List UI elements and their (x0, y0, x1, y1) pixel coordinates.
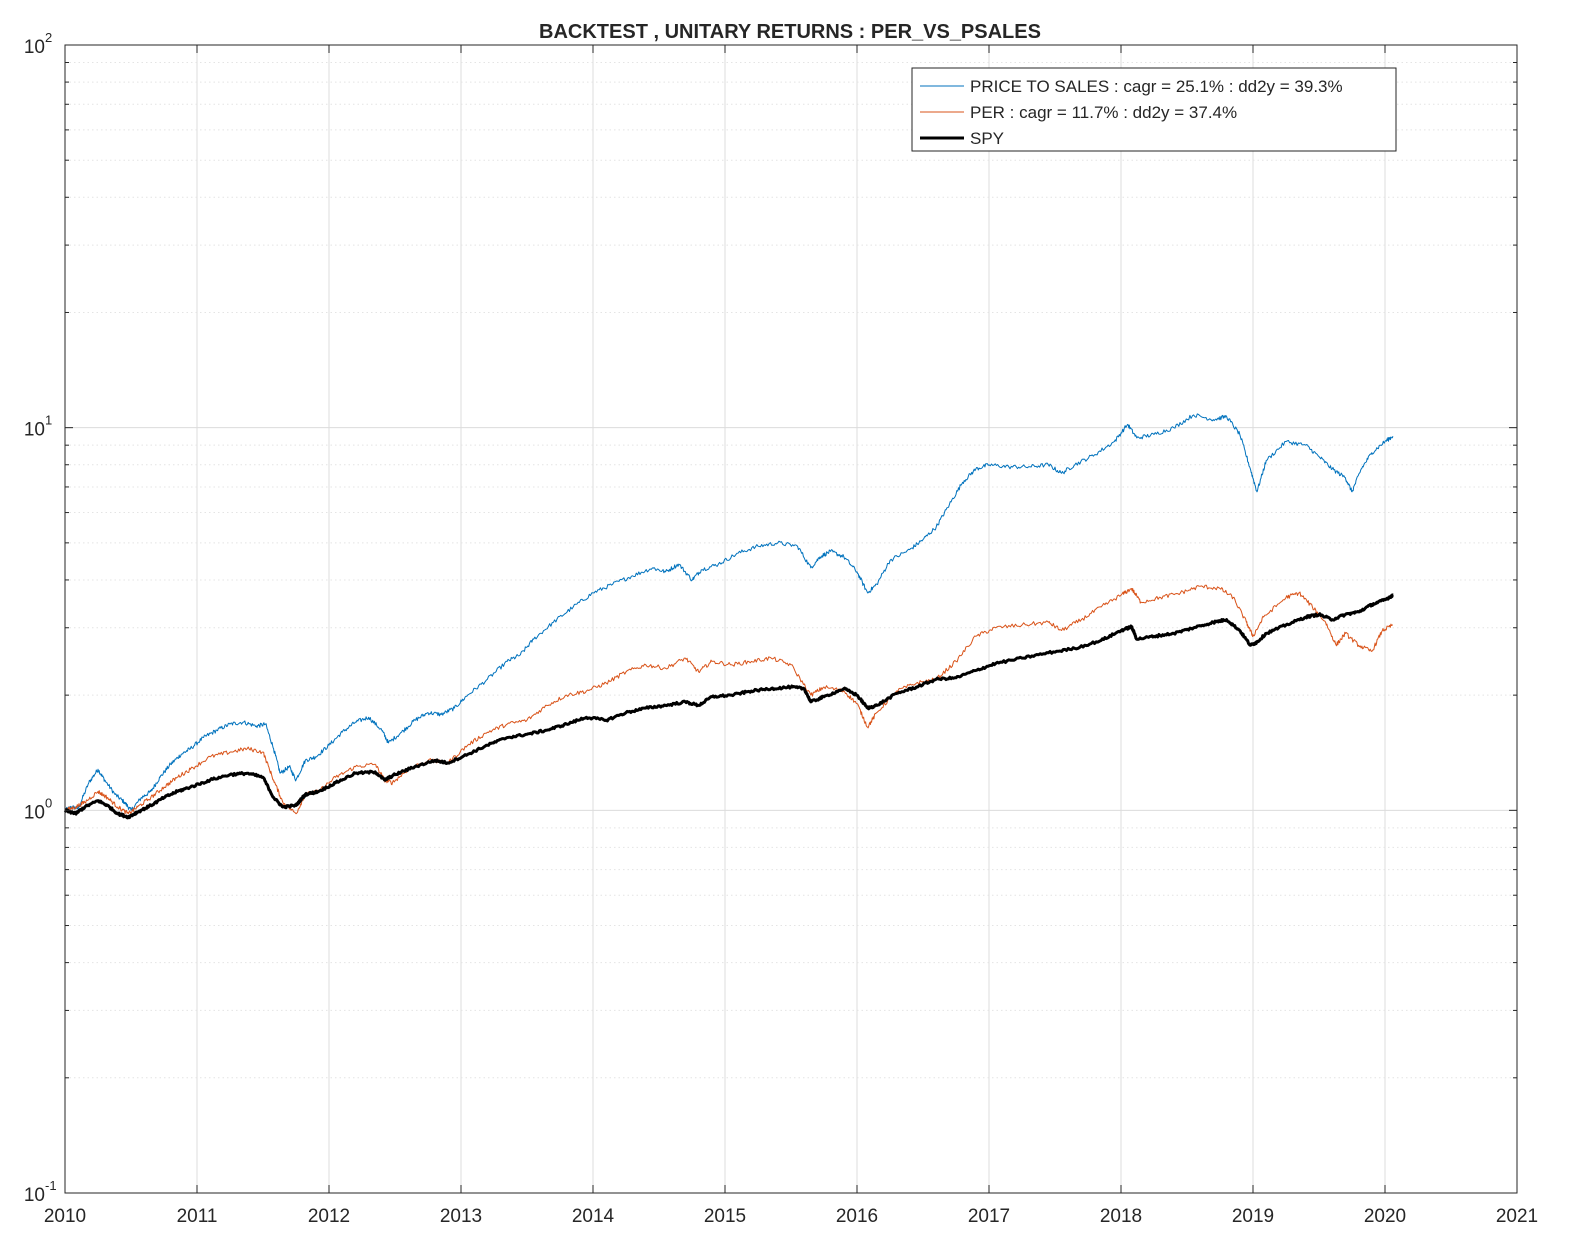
y-tick-exponent: 0 (45, 795, 52, 810)
legend-label: SPY (970, 129, 1004, 148)
x-tick-label: 2015 (704, 1206, 746, 1227)
axis-ticks: 2010 2011 2012 2013 2014 2015 2016 2017 2018 2019… (24, 30, 1538, 1227)
x-tick-label: 2020 (1364, 1206, 1406, 1227)
y-tick-exponent: 2 (45, 30, 52, 45)
legend: PRICE TO SALES : cagr = 25.1% : dd2y = 3… (911, 67, 1397, 152)
chart-title: BACKTEST , UNITARY RETURNS : PER_VS_PSAL… (539, 21, 1041, 43)
x-tick-label: 2017 (968, 1206, 1010, 1227)
legend-label: PRICE TO SALES : cagr = 25.1% : dd2y = 3… (970, 77, 1343, 96)
series-line-3 (63, 593, 1394, 820)
x-tick-label: 2021 (1496, 1206, 1538, 1227)
legend-label: PER : cagr = 11.7% : dd2y = 37.4% (970, 103, 1237, 122)
plot-area (65, 45, 1517, 1193)
x-tick-label: 2014 (572, 1206, 615, 1227)
y-tick-label: 10 (24, 37, 45, 58)
grid-lines (65, 45, 1517, 1193)
legend-box (911, 67, 1397, 152)
x-tick-label: 2016 (836, 1206, 878, 1227)
series-line-2 (64, 584, 1393, 815)
x-tick-label: 2012 (308, 1206, 350, 1227)
x-tick-label: 2011 (177, 1206, 218, 1227)
x-tick-label: 2010 (44, 1206, 86, 1227)
x-tick-label: 2018 (1100, 1206, 1142, 1227)
plot-frame (64, 44, 1518, 1194)
y-tick-exponent: -1 (45, 1178, 57, 1193)
x-tick-label: 2013 (440, 1206, 482, 1227)
y-tick-label: 10 (24, 1185, 45, 1206)
series-line-1 (64, 413, 1394, 812)
y-tick-label: 10 (24, 420, 45, 441)
y-tick-exponent: 1 (45, 413, 52, 428)
x-tick-label: 2019 (1232, 1206, 1274, 1227)
y-tick-label: 10 (24, 802, 45, 823)
series-lines (63, 413, 1394, 820)
